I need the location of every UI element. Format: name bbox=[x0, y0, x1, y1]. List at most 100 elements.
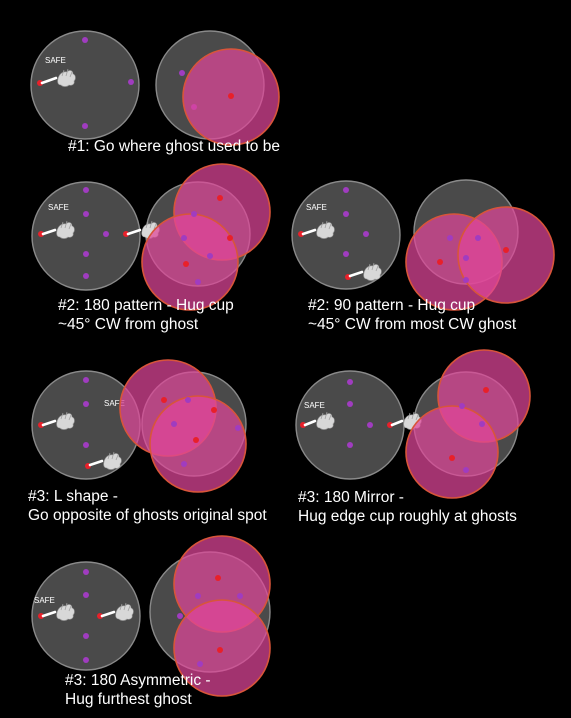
ghost-dot bbox=[83, 251, 89, 257]
safe-label: SAFE bbox=[34, 596, 55, 605]
ghost-dot bbox=[185, 397, 191, 403]
tether-line bbox=[100, 610, 116, 618]
caption-diagram-3b: #3: 180 Mirror - Hug edge cup roughly at… bbox=[298, 488, 517, 526]
tether-line bbox=[41, 610, 57, 618]
player-dot bbox=[37, 80, 43, 86]
caption-line: Hug furthest ghost bbox=[65, 691, 192, 708]
ghost-dot bbox=[83, 592, 89, 598]
arena-left bbox=[31, 181, 141, 291]
arena-left bbox=[31, 561, 141, 671]
ghost-dot bbox=[82, 37, 88, 43]
tether-line bbox=[41, 228, 57, 236]
ghost-dot bbox=[191, 211, 197, 217]
caption-line: #3: L shape - bbox=[28, 488, 118, 505]
diagram-3b: SAFE bbox=[295, 349, 531, 499]
ghost-dot bbox=[347, 442, 353, 448]
ghost-dot bbox=[343, 187, 349, 193]
ghost-dot bbox=[459, 403, 465, 409]
player-dot bbox=[387, 422, 393, 428]
ghost-dot bbox=[347, 401, 353, 407]
ghost-dot bbox=[83, 633, 89, 639]
ghost-dot bbox=[463, 467, 469, 473]
tether-line bbox=[303, 419, 317, 427]
diagram-2a: SAFE bbox=[31, 163, 271, 311]
diagram-2b: SAFE bbox=[291, 179, 555, 311]
ghost-dot bbox=[347, 379, 353, 385]
player-dot bbox=[300, 422, 306, 428]
safe-label: SAFE bbox=[104, 399, 125, 408]
tether-line bbox=[301, 228, 317, 236]
tether-line bbox=[41, 419, 57, 427]
ghost-dot bbox=[463, 277, 469, 283]
ghost-dot bbox=[83, 273, 89, 279]
tether-line bbox=[348, 270, 364, 278]
ghost-dot bbox=[479, 421, 485, 427]
ghost-dot bbox=[195, 279, 201, 285]
player-dot bbox=[183, 261, 189, 267]
ghost-dot bbox=[235, 425, 241, 431]
player-dot bbox=[227, 235, 233, 241]
caption-diagram-2b: #2: 90 pattern - Hug cup ~45° CW from mo… bbox=[308, 296, 516, 334]
ghost-dot bbox=[181, 461, 187, 467]
player-dot bbox=[503, 247, 509, 253]
player-dot bbox=[228, 93, 234, 99]
ghost-dot bbox=[237, 593, 243, 599]
aoe-circle bbox=[405, 405, 499, 499]
safe-label: SAFE bbox=[48, 203, 69, 212]
ghost-dot bbox=[82, 123, 88, 129]
player-dot bbox=[217, 647, 223, 653]
ghost-dot bbox=[179, 70, 185, 76]
ghost-dot bbox=[83, 442, 89, 448]
caption-line: #3: 180 Mirror - bbox=[298, 489, 404, 506]
ghost-dot bbox=[83, 377, 89, 383]
ghost-dot bbox=[103, 231, 109, 237]
tether-line bbox=[88, 459, 104, 467]
player-dot bbox=[217, 195, 223, 201]
ghost-dot bbox=[83, 211, 89, 217]
player-dot bbox=[161, 397, 167, 403]
ghost-dot bbox=[195, 593, 201, 599]
ghost-dot bbox=[447, 235, 453, 241]
caption-diagram-1: #1: Go where ghost used to be bbox=[68, 137, 280, 156]
caption-line: #1: Go where ghost used to be bbox=[68, 138, 280, 155]
caption-diagram-3c: #3: 180 Asymmetric - Hug furthest ghost bbox=[65, 671, 211, 709]
ghost-dot bbox=[207, 253, 213, 259]
diagram-3a: SAFE bbox=[31, 359, 247, 493]
tether bbox=[40, 68, 76, 87]
tether-line bbox=[126, 228, 142, 236]
ghost-dot bbox=[83, 657, 89, 663]
caption-diagram-3a: #3: L shape - Go opposite of ghosts orig… bbox=[28, 487, 267, 525]
ghost-dot bbox=[177, 613, 183, 619]
aoe-circle bbox=[457, 206, 555, 304]
player-dot bbox=[193, 437, 199, 443]
player-dot bbox=[437, 259, 443, 265]
ghost-dot bbox=[367, 422, 373, 428]
player-dot bbox=[123, 231, 129, 237]
ghost-dot bbox=[83, 569, 89, 575]
player-dot bbox=[298, 231, 304, 237]
caption-line: ~45° CW from most CW ghost bbox=[308, 316, 517, 333]
player-dot bbox=[449, 455, 455, 461]
player-dot bbox=[483, 387, 489, 393]
player-dot bbox=[97, 613, 103, 619]
ghost-dot bbox=[197, 661, 203, 667]
ghost-dot bbox=[83, 401, 89, 407]
ghost-dot bbox=[128, 79, 134, 85]
ghost-dot bbox=[463, 255, 469, 261]
arena-left bbox=[30, 30, 140, 140]
player-dot bbox=[38, 422, 44, 428]
player-dot bbox=[38, 613, 44, 619]
ghost-dot bbox=[475, 235, 481, 241]
aoe-circle bbox=[141, 213, 239, 311]
caption-line: Hug edge cup roughly at ghosts bbox=[298, 508, 517, 525]
ghost-dot bbox=[363, 231, 369, 237]
aoe-circle bbox=[149, 395, 247, 493]
caption-line: ~45° CW from ghost bbox=[58, 316, 199, 333]
player-dot bbox=[38, 231, 44, 237]
player-dot bbox=[211, 407, 217, 413]
arena-left bbox=[291, 180, 401, 290]
caption-diagram-2a: #2: 180 pattern - Hug cup ~45° CW from g… bbox=[58, 296, 234, 334]
ghost-dot bbox=[171, 421, 177, 427]
safe-label: SAFE bbox=[306, 203, 327, 212]
